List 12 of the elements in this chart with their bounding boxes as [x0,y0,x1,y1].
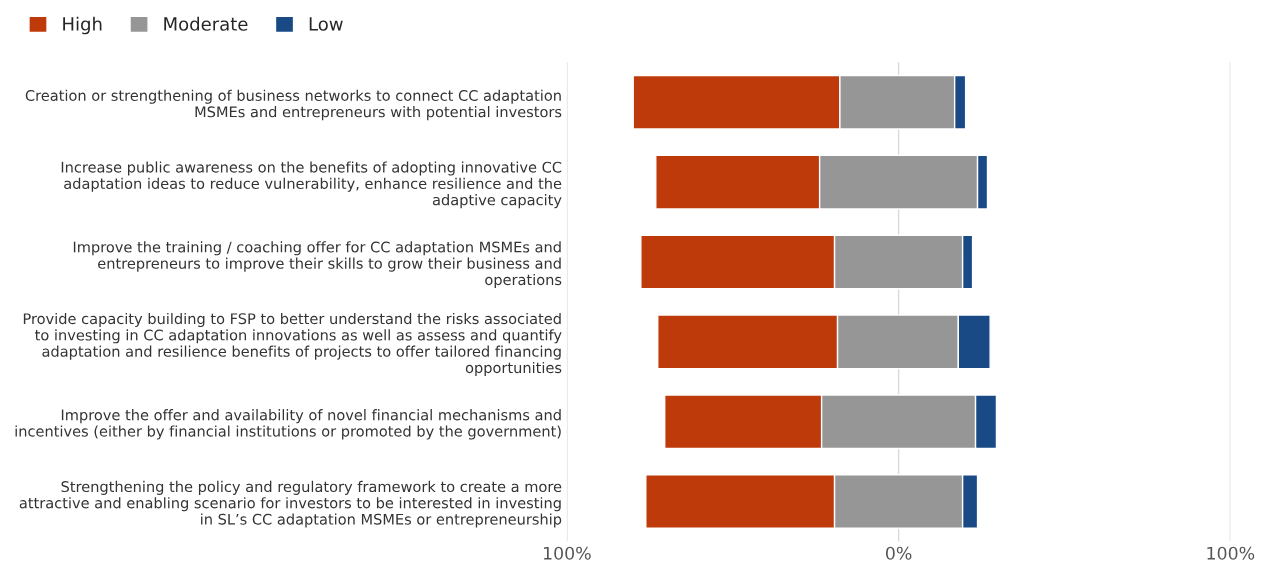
legend-label: Low [309,17,343,31]
legend-label: High [63,16,102,35]
y-tick-label: Improve the offer and availability of novel financial mechanisms and incentives (either by financial institutions or promoted by the government) [15,409,561,440]
x-tick-label: 100% [1207,546,1255,560]
y-tick-label: Improve the training / coaching offer for CC adaptation MSMEs and entrepreneurs to improve their skills to grow their business and operations [73,241,562,289]
y-tick-label: Provide capacity building to FSP to better understand the risks associated to investing in CC adaptation innovations as well as assess and quantify adaptation and resilience benefits of projects to offer tailored financing opportunities [23,312,562,377]
legend-label: Moderate [164,16,248,31]
x-tick-label: 100% [543,546,591,560]
x-tick-label: 0% [885,546,912,560]
y-tick-label: Strengthening the policy and regulatory framework to create a more attractive and enabling scenario for investors to be interested in investing in SL’s CC adaptation MSMEs or entrepreneurship [19,480,562,528]
y-tick-label: Creation or strengthening of business networks to connect CC adaptation MSMEs and entrepreneurs with potential investors [25,89,562,121]
y-tick-label: Increase public awareness on the benefits of adopting innovative CC adaptation ideas to reduce vulnerability, enhance resilience and the adaptive capacity [61,161,562,209]
